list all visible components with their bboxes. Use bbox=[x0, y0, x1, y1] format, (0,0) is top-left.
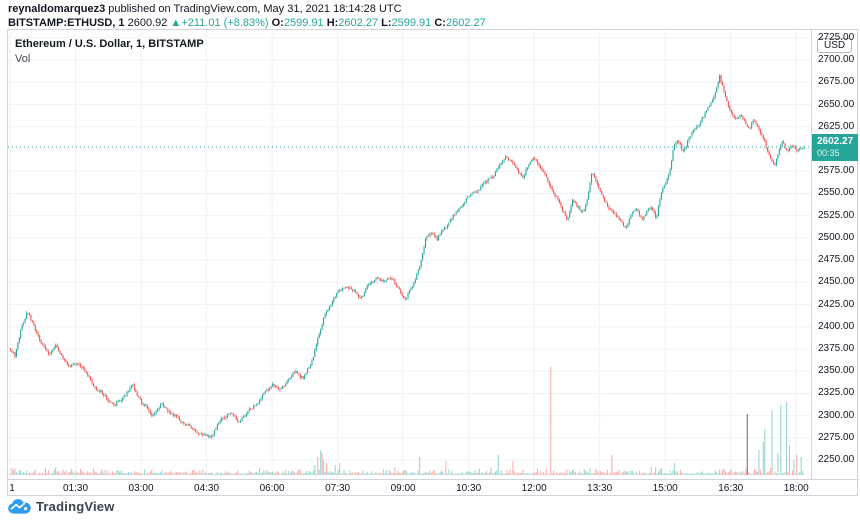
time-axis-label: 15:00 bbox=[652, 483, 678, 494]
price-axis-label: 2500.00 bbox=[818, 231, 855, 243]
price-axis-label: 2400.00 bbox=[818, 320, 855, 332]
time-axis-label: 01:30 bbox=[63, 483, 89, 494]
time-axis-label: 10:30 bbox=[456, 483, 482, 494]
time-axis-label: 12:00 bbox=[521, 483, 547, 494]
price-axis-label: 2275.00 bbox=[818, 431, 855, 443]
open-label: O: bbox=[271, 17, 284, 29]
time-axis-label: 1 bbox=[9, 483, 15, 494]
series-title: Ethereum / U.S. Dollar, 1, BITSTAMP bbox=[15, 38, 204, 50]
time-axis[interactable]: 1 01:30 03:00 04:30 06:00 07:30 09:00 10:30 12:0… bbox=[8, 479, 859, 496]
price-axis-label: 2300.00 bbox=[818, 409, 855, 421]
current-price-value: 2602.27 bbox=[817, 136, 854, 147]
price-axis-label: 2550.00 bbox=[818, 187, 855, 199]
change-value: +211.01 (+8.83%) bbox=[181, 17, 269, 29]
volume-bar-spike bbox=[746, 414, 748, 475]
price-axis-label: 2375.00 bbox=[818, 343, 855, 355]
time-axis-label: 09:00 bbox=[390, 483, 416, 494]
price-axis-label: 2450.00 bbox=[818, 276, 855, 288]
change-arrow-icon: ▲ bbox=[170, 17, 182, 29]
symbol-name: BITSTAMP:ETHUSD, 1 bbox=[8, 17, 125, 29]
candle-bodies-down bbox=[10, 75, 802, 437]
tradingview-logo-icon bbox=[8, 499, 31, 514]
volume-study-label: Vol bbox=[15, 53, 31, 65]
open-value: 2599.91 bbox=[283, 17, 324, 29]
price-axis[interactable]: USD 2602.27 00:35 2725.00 2700.00 2675.00 2… bbox=[811, 30, 858, 479]
symbol-info-bar: BITSTAMP:ETHUSD, 1 2600.92 ▲+211.01 (+8.… bbox=[8, 17, 486, 29]
bar-countdown: 00:35 bbox=[817, 148, 840, 158]
close-value: 2602.27 bbox=[445, 17, 486, 29]
price-axis-label: 2425.00 bbox=[818, 298, 855, 310]
price-axis-label: 2525.00 bbox=[818, 209, 855, 221]
time-axis-label: 16:30 bbox=[718, 483, 744, 494]
brand-name: TradingView bbox=[36, 499, 115, 514]
candle-bodies-up bbox=[12, 75, 805, 437]
price-axis-label: 2325.00 bbox=[818, 387, 855, 399]
price-axis-label: 2675.00 bbox=[818, 76, 855, 88]
chart-widget: Ethereum / U.S. Dollar, 1, BITSTAMP Vol … bbox=[7, 29, 859, 496]
high-value: 2602.27 bbox=[338, 17, 379, 29]
current-price-badge: 2602.27 00:35 bbox=[812, 134, 858, 161]
high-label: H: bbox=[326, 17, 339, 29]
price-axis-label: 2575.00 bbox=[818, 165, 855, 177]
attribution-line: reynaldomarquez3 published on TradingVie… bbox=[8, 3, 402, 15]
close-label: C: bbox=[434, 17, 446, 29]
low-value: 2599.91 bbox=[391, 17, 432, 29]
time-axis-label: 04:30 bbox=[194, 483, 220, 494]
price-axis-label: 2700.00 bbox=[818, 54, 855, 66]
time-axis-label: 13:30 bbox=[587, 483, 613, 494]
time-axis-label: 18:00 bbox=[783, 483, 809, 494]
price-axis-label: 2625.00 bbox=[818, 120, 855, 132]
chart-legend[interactable]: Ethereum / U.S. Dollar, 1, BITSTAMP Vol bbox=[15, 38, 204, 65]
username: reynaldomarquez3 bbox=[8, 3, 106, 15]
price-axis-label: 2250.00 bbox=[818, 454, 855, 466]
price-axis-label: 2350.00 bbox=[818, 365, 855, 377]
grid-lines bbox=[8, 30, 811, 479]
currency-badge: USD bbox=[817, 38, 853, 53]
candle-wicks-up bbox=[13, 74, 805, 439]
price-axis-label: 2475.00 bbox=[818, 254, 855, 266]
time-axis-label: 06:00 bbox=[259, 483, 285, 494]
price-axis-label: 2725.00 bbox=[818, 31, 855, 43]
price-pane[interactable] bbox=[8, 30, 811, 479]
price-axis-label: 2650.00 bbox=[818, 98, 855, 110]
time-axis-label: 03:00 bbox=[128, 483, 154, 494]
last-price: 2600.92 bbox=[127, 17, 168, 29]
candle-wicks-down bbox=[10, 74, 802, 439]
time-axis-label: 07:30 bbox=[325, 483, 351, 494]
published-text: published on TradingView.com, May 31, 20… bbox=[105, 3, 402, 15]
tradingview-brand[interactable]: TradingView bbox=[8, 499, 115, 514]
low-label: L: bbox=[381, 17, 392, 29]
volume-bars-down bbox=[10, 367, 798, 475]
volume-bars-up bbox=[12, 402, 805, 475]
